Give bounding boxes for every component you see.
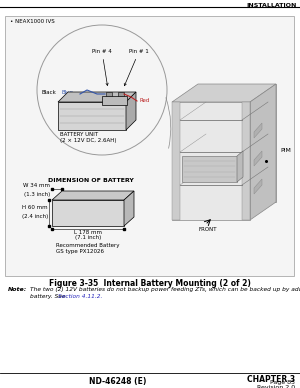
FancyBboxPatch shape <box>242 102 250 220</box>
Text: W 34 mm: W 34 mm <box>23 183 50 188</box>
Text: Page 83: Page 83 <box>270 380 295 385</box>
Text: Red: Red <box>139 99 149 104</box>
Polygon shape <box>52 191 134 200</box>
FancyBboxPatch shape <box>5 16 294 276</box>
Text: The two (2) 12V batteries do not backup power feeding ZTs, which can be backed u: The two (2) 12V batteries do not backup … <box>30 287 300 292</box>
Polygon shape <box>237 151 243 182</box>
Polygon shape <box>250 84 276 220</box>
FancyBboxPatch shape <box>106 92 112 96</box>
Text: (7.1 inch): (7.1 inch) <box>75 235 101 240</box>
Polygon shape <box>126 92 136 130</box>
Text: GS type PX12026: GS type PX12026 <box>56 249 104 254</box>
Text: Blue: Blue <box>62 90 74 95</box>
Text: Note:: Note: <box>8 287 27 292</box>
Polygon shape <box>172 84 276 102</box>
Text: Revision 2.0: Revision 2.0 <box>257 385 295 388</box>
Text: Black: Black <box>41 90 56 95</box>
Polygon shape <box>254 151 262 166</box>
FancyBboxPatch shape <box>58 102 126 130</box>
Polygon shape <box>198 84 276 202</box>
Text: CHAPTER 3: CHAPTER 3 <box>247 375 295 384</box>
Text: Recommended Battery: Recommended Battery <box>56 243 119 248</box>
Text: Figure 3-35  Internal Battery Mounting (2 of 2): Figure 3-35 Internal Battery Mounting (2… <box>49 279 251 288</box>
FancyBboxPatch shape <box>182 156 237 182</box>
Text: FRONT: FRONT <box>199 227 217 232</box>
Text: (2 × 12V DC, 2.6AH): (2 × 12V DC, 2.6AH) <box>60 138 116 143</box>
Text: L 178 mm: L 178 mm <box>74 230 102 235</box>
Text: Pin # 4: Pin # 4 <box>92 49 112 85</box>
FancyBboxPatch shape <box>172 102 180 220</box>
Text: INSTALLATION: INSTALLATION <box>247 3 297 8</box>
Text: DIMENSION OF BATTERY: DIMENSION OF BATTERY <box>48 178 134 183</box>
Polygon shape <box>124 191 134 226</box>
Text: PIM: PIM <box>280 149 291 154</box>
Text: (2.4 inch): (2.4 inch) <box>22 214 48 219</box>
Text: • NEAX1000 IVS: • NEAX1000 IVS <box>10 19 55 24</box>
FancyBboxPatch shape <box>118 92 124 96</box>
FancyBboxPatch shape <box>52 200 124 226</box>
Text: battery. See: battery. See <box>30 294 68 299</box>
Polygon shape <box>254 123 262 138</box>
Text: BATTERY UNIT: BATTERY UNIT <box>60 132 98 137</box>
Text: (1.3 inch): (1.3 inch) <box>24 192 50 197</box>
Polygon shape <box>58 92 136 102</box>
Text: Section 4.11.2.: Section 4.11.2. <box>58 294 102 299</box>
FancyBboxPatch shape <box>172 102 250 220</box>
Polygon shape <box>254 179 262 194</box>
Text: H 60 mm: H 60 mm <box>22 205 48 210</box>
FancyBboxPatch shape <box>102 96 127 105</box>
Text: Pin # 1: Pin # 1 <box>124 49 149 86</box>
Text: ND-46248 (E): ND-46248 (E) <box>89 377 147 386</box>
